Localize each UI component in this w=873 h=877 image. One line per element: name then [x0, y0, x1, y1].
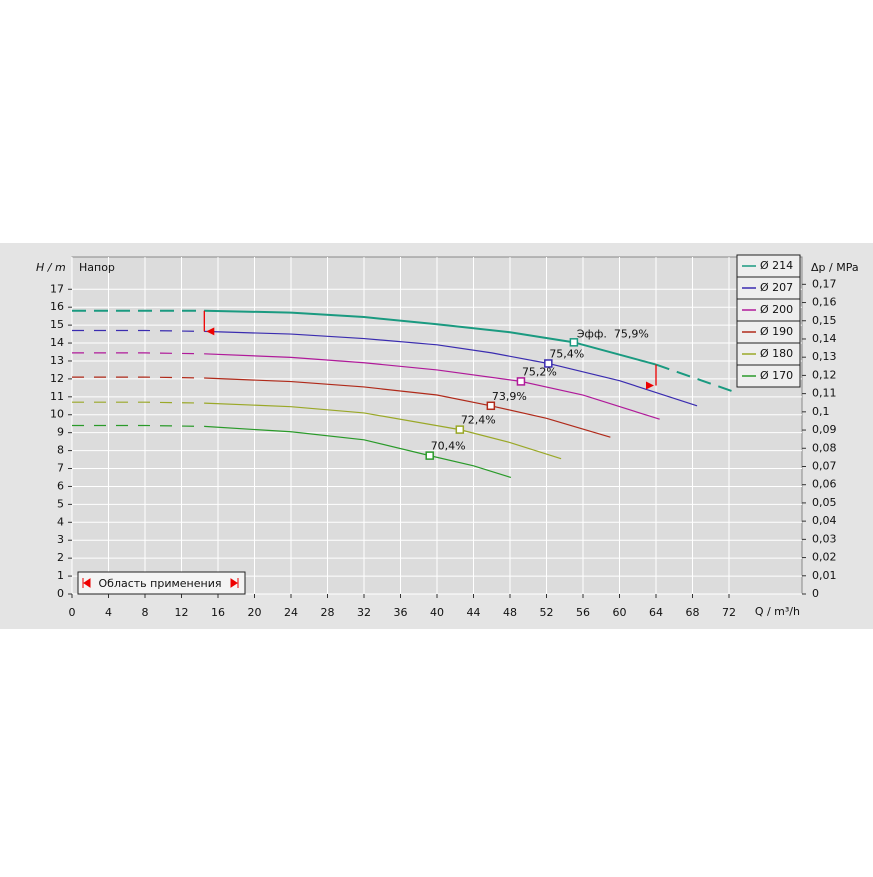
y-tick-label: 2 [57, 551, 64, 564]
x-tick-label: 44 [467, 606, 481, 619]
y-tick-label: 17 [50, 282, 64, 295]
curve [72, 424, 205, 427]
y-tick-label: 0 [57, 587, 64, 600]
bep-label: 75,9% [614, 327, 649, 340]
x-tick-label: 36 [394, 606, 408, 619]
y2-tick-label: 0,08 [812, 441, 837, 454]
x-tick-label: 48 [503, 606, 517, 619]
y-tick-label: 12 [50, 372, 64, 385]
y2-tick-label: 0,16 [812, 296, 837, 309]
y2-tick-label: 0,17 [812, 277, 837, 290]
y2-tick-label: 0,04 [812, 514, 837, 527]
y2-tick-label: 0,06 [812, 478, 837, 491]
bep-caption: Эфф. [577, 327, 607, 340]
y-axis-label: H / m [36, 261, 66, 274]
y-tick-label: 16 [50, 300, 64, 313]
y-tick-label: 8 [57, 444, 64, 457]
curve [204, 402, 562, 460]
bep-label: 70,4% [431, 440, 466, 453]
y2-tick-label: 0,14 [812, 332, 837, 345]
curve [72, 401, 205, 404]
curve [72, 329, 205, 332]
x-tick-label: 28 [321, 606, 335, 619]
curve [204, 377, 611, 438]
legend-box [736, 364, 801, 388]
range-legend-arrow [82, 578, 91, 588]
bep-marker [569, 338, 579, 347]
x-tick-label: 64 [649, 606, 663, 619]
y2-tick-label: 0,02 [812, 551, 837, 564]
y2-tick-label: 0,11 [812, 387, 837, 400]
y2-tick-label: 0,12 [812, 368, 837, 381]
y2-tick-label: 0,05 [812, 496, 837, 509]
y-caption: Напор [79, 261, 115, 274]
y-tick-label: 6 [57, 479, 64, 492]
y2-tick-label: 0,07 [812, 459, 837, 472]
legend-label: Ø 170 [760, 369, 793, 382]
bep-marker [455, 425, 465, 434]
y2-tick-label: 0,1 [812, 405, 830, 418]
x-tick-label: 32 [357, 606, 371, 619]
x-tick-label: 24 [284, 606, 298, 619]
curve [72, 376, 205, 379]
y-tick-label: 15 [50, 318, 64, 331]
grid [71, 257, 802, 595]
y-tick-label: 13 [50, 354, 64, 367]
x-tick-label: 60 [613, 606, 627, 619]
y2-tick-label: 0,03 [812, 532, 837, 545]
legend-label: Ø 190 [760, 325, 793, 338]
y-tick-label: 4 [57, 515, 64, 528]
bep-marker [516, 377, 526, 386]
y-tick-label: 1 [57, 569, 64, 582]
curve [204, 330, 698, 407]
x-axis-label: Q / m³/h [755, 605, 800, 618]
bep-marker [486, 401, 496, 411]
y2-axis-label: Δp / MPa [811, 261, 859, 274]
bep-label: 73,9% [492, 390, 527, 403]
x-tick-label: 12 [175, 606, 189, 619]
range-arrow [646, 381, 654, 390]
bep-marker [544, 359, 553, 368]
y-tick-label: 5 [57, 497, 64, 510]
y-tick-label: 14 [50, 336, 64, 349]
legend-label: Ø 207 [760, 281, 793, 294]
legend-label: Ø 214 [760, 259, 793, 272]
y2-tick-label: 0,09 [812, 423, 837, 436]
bep-label: 72,4% [461, 414, 496, 427]
range-legend-box [77, 571, 246, 595]
y-tick-label: 9 [57, 426, 64, 439]
x-tick-label: 16 [211, 606, 225, 619]
y2-tick-label: 0,15 [812, 314, 837, 327]
x-tick-label: 4 [105, 606, 112, 619]
curve [655, 363, 736, 394]
x-tick-label: 52 [540, 606, 554, 619]
range-legend-arrow [230, 578, 239, 588]
y2-tick-label: 0,01 [812, 569, 837, 582]
range-legend-label: Область применения [99, 577, 222, 590]
x-tick-label: 40 [430, 606, 444, 619]
y-tick-label: 11 [50, 390, 64, 403]
bep-label: 75,2% [522, 365, 557, 378]
x-tick-label: 0 [69, 606, 76, 619]
curve [204, 353, 660, 420]
x-tick-label: 72 [722, 606, 736, 619]
y2-tick-label: 0,13 [812, 350, 837, 363]
content: 0 4 8 12 16 20 24 28 32 36 40 44 48 52 56 60 64 68 7201234… [50, 254, 837, 619]
x-tick-label: 68 [686, 606, 700, 619]
curve [204, 425, 512, 479]
x-tick-label: 8 [142, 606, 149, 619]
range-arrow [206, 327, 215, 336]
y-tick-label: 10 [50, 408, 64, 421]
bep-label: 75,4% [549, 347, 584, 360]
x-tick-label: 20 [248, 606, 262, 619]
y2-tick-label: 0 [812, 587, 819, 600]
legend-label: Ø 200 [760, 303, 793, 316]
legend-label: Ø 180 [760, 347, 793, 360]
x-tick-label: 56 [576, 606, 590, 619]
bep-marker [425, 451, 434, 460]
y-tick-label: 3 [57, 533, 64, 546]
curve [72, 352, 205, 355]
y-tick-label: 7 [57, 462, 64, 475]
